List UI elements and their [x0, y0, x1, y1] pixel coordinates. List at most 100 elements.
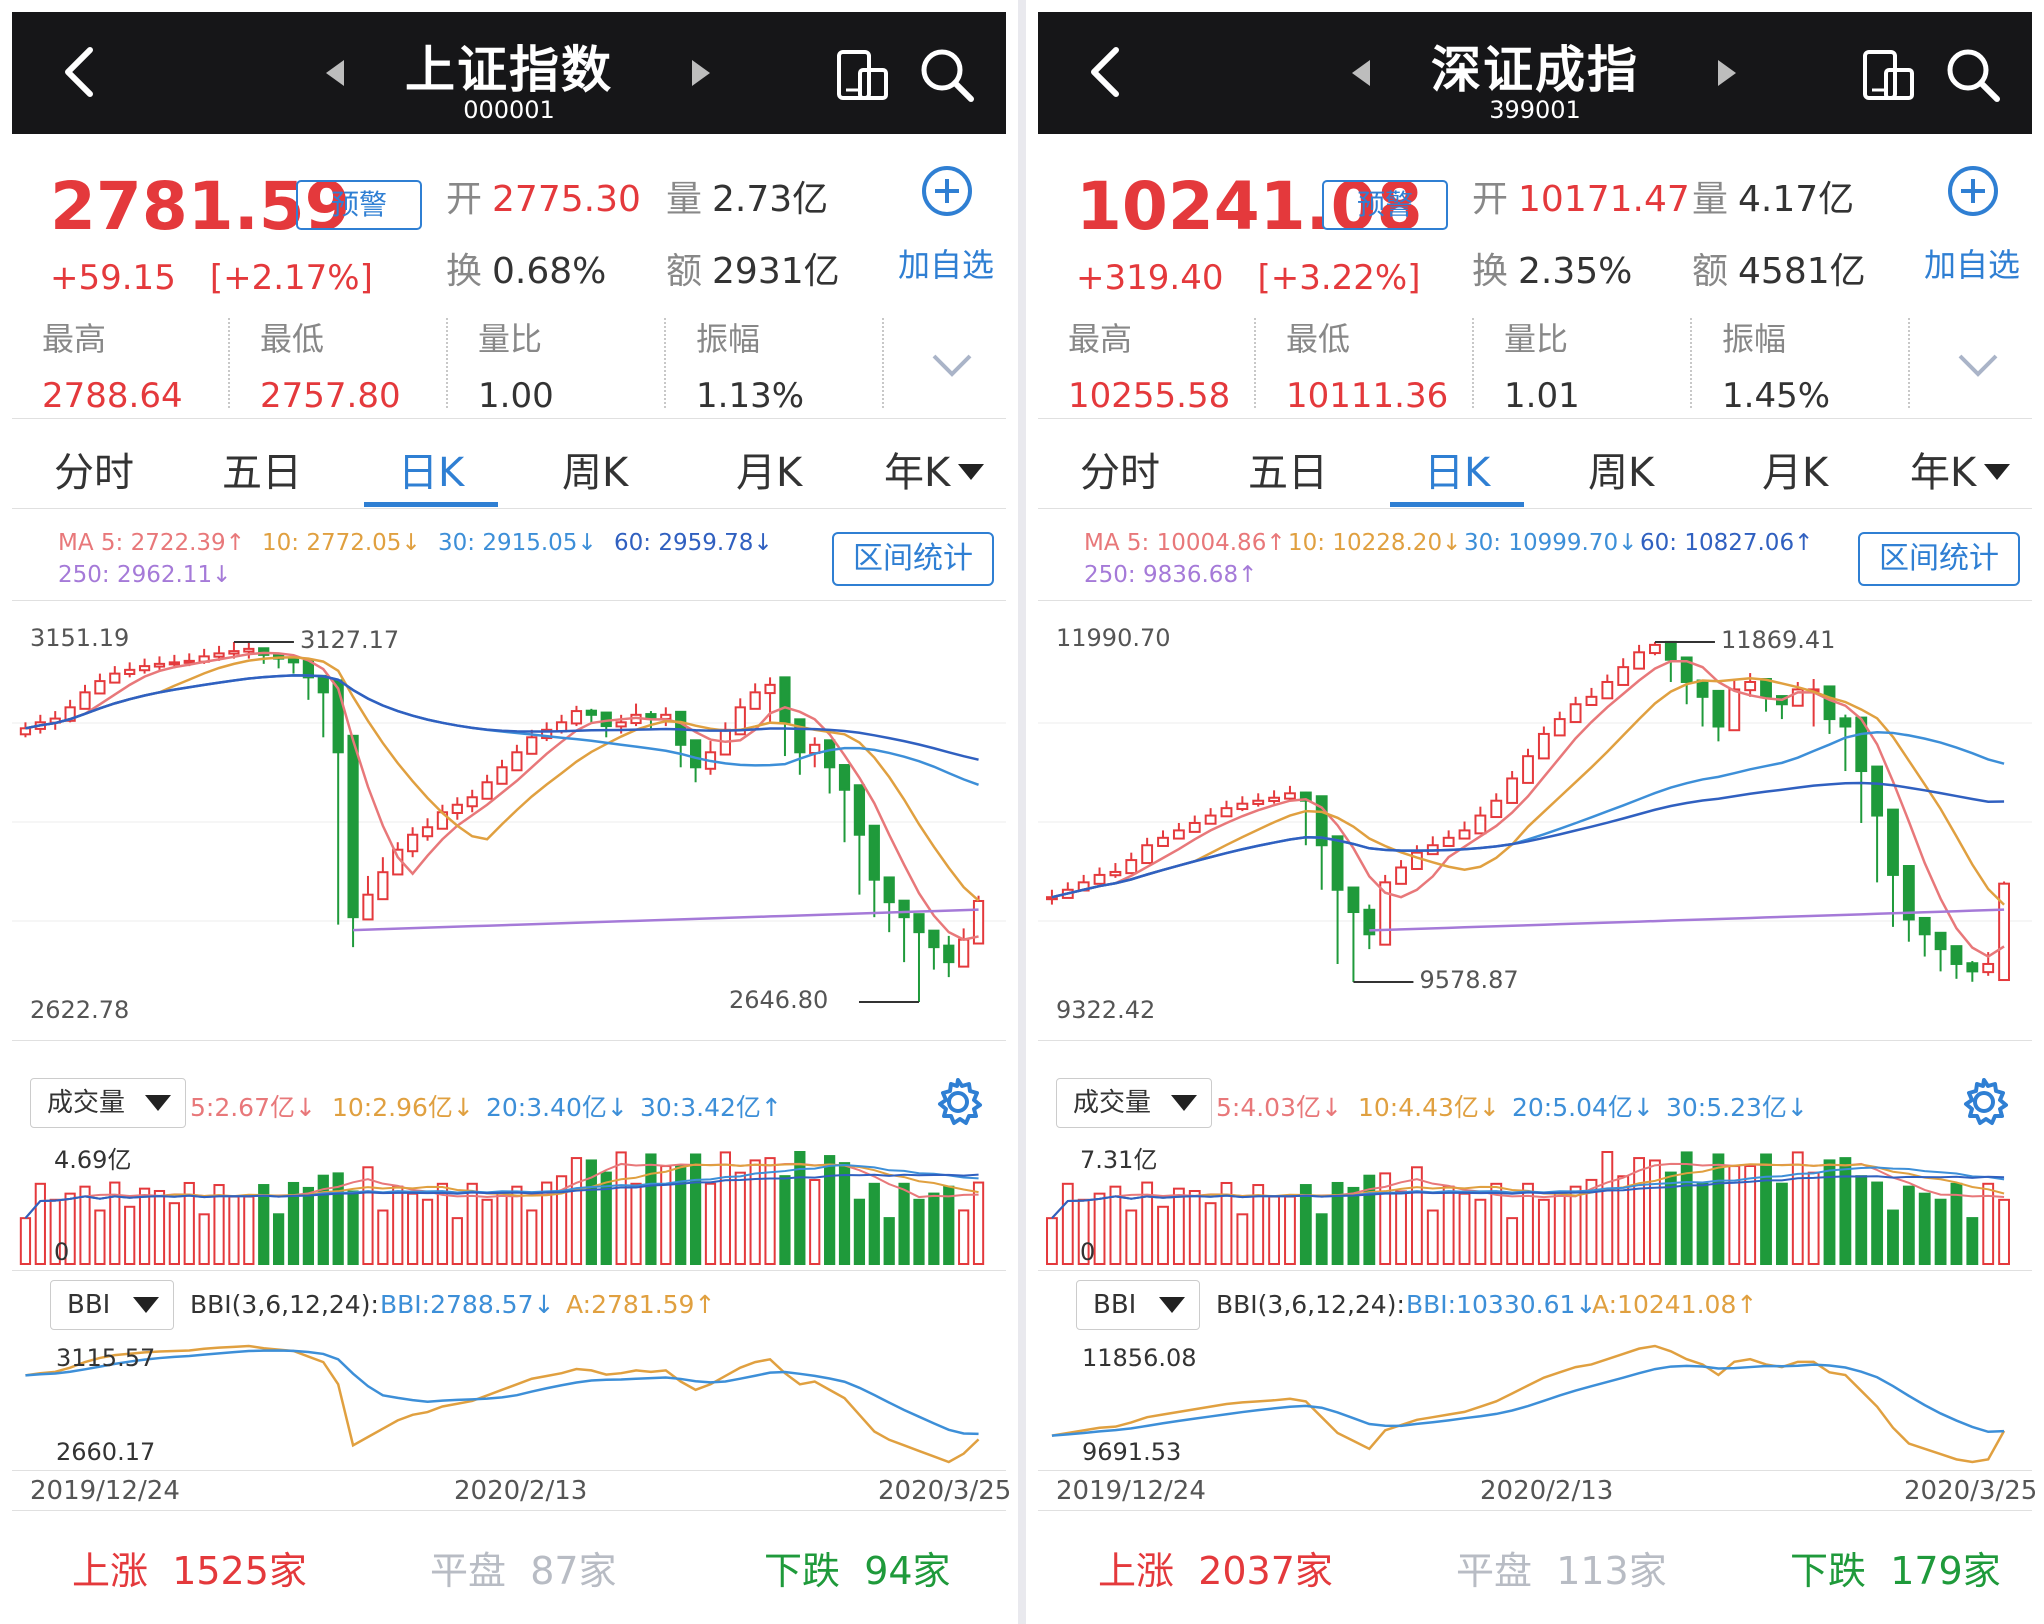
ma250-legend: 250: 2962.11↓ — [58, 562, 232, 588]
flat-label: 平盘 — [430, 1549, 507, 1593]
volume-ratio-stat: 量比 1.01 — [1504, 314, 1580, 416]
tab-intraday[interactable]: 分时 — [1080, 450, 1160, 496]
expand-chevron-icon[interactable] — [1956, 350, 2000, 380]
kline-axis-top: 3151.19 — [30, 624, 130, 652]
tab-five-day[interactable]: 五日 — [1248, 450, 1328, 496]
ma30-legend: 30: 10999.70↓ — [1464, 530, 1638, 556]
range-statistics-button[interactable]: 区间统计 — [832, 532, 994, 586]
candle-body — [1649, 643, 1661, 655]
next-index-icon[interactable] — [1714, 58, 1740, 88]
price-alert-button[interactable]: 预警 — [296, 180, 422, 230]
bbi-indicator-dropdown[interactable]: BBI — [1076, 1280, 1200, 1330]
back-arrow-icon[interactable] — [1076, 42, 1136, 102]
volume-dropdown-label: 成交量 — [1073, 1088, 1152, 1118]
flat-count: 平盘 87家 — [430, 1540, 617, 1595]
volume-bar — [1458, 1192, 1471, 1266]
add-watchlist-button[interactable]: 加自选 — [1924, 246, 2021, 284]
tab-yearly-k[interactable]: 年K — [1910, 440, 2011, 498]
kline-max-label: 11869.41 — [1720, 626, 1836, 654]
tab-yearly-k[interactable]: 年K — [884, 440, 985, 498]
candle-body — [1601, 680, 1614, 700]
dropdown-triangle-icon — [1171, 1095, 1197, 1111]
amount-stat: 额 4581亿 — [1692, 242, 1866, 294]
candle-body — [377, 871, 389, 901]
candle-body — [1537, 732, 1550, 760]
ma250-line — [1369, 908, 2005, 932]
volume-ma5: 5:4.03亿↓ — [1216, 1093, 1342, 1122]
volume-bar — [287, 1181, 300, 1265]
divider — [12, 1270, 1006, 1271]
volume-bar — [660, 1165, 672, 1265]
volume-bar — [1284, 1195, 1296, 1265]
ma10-line — [1051, 677, 2005, 906]
tab-five-day[interactable]: 五日 — [222, 450, 302, 496]
volume-bar — [883, 1217, 895, 1265]
tab-yearly-k-label: 年K — [1910, 450, 1977, 496]
tab-weekly-k[interactable]: 周K — [562, 450, 629, 496]
search-icon[interactable] — [1944, 46, 2002, 104]
volume-bar — [1220, 1181, 1233, 1265]
back-arrow-icon[interactable] — [50, 42, 110, 102]
candle-body — [347, 734, 359, 919]
add-watchlist-icon[interactable] — [920, 164, 974, 218]
divider — [1038, 508, 2032, 509]
add-watchlist-icon[interactable] — [1946, 164, 2000, 218]
tab-monthly-k[interactable]: 月K — [736, 450, 803, 496]
candle-body — [19, 727, 32, 736]
bbi-indicator-dropdown[interactable]: BBI — [50, 1280, 174, 1330]
candle-body — [1633, 651, 1646, 670]
bbi-a-value: A:2781.59↑ — [566, 1290, 716, 1319]
volume-bar — [1807, 1171, 1820, 1266]
ma10-legend: 10: 2772.05↓ — [262, 530, 421, 556]
settings-gear-icon[interactable] — [932, 1076, 984, 1128]
divider — [12, 508, 1006, 509]
add-watchlist-button[interactable]: 加自选 — [898, 246, 995, 284]
divider — [1038, 1470, 2032, 1471]
volume-bar — [1744, 1164, 1757, 1266]
amount-label: 额 — [1692, 251, 1729, 292]
volume-bar — [183, 1181, 195, 1265]
rising-count: 上涨 2037家 — [1098, 1540, 1333, 1595]
tab-intraday[interactable]: 分时 — [54, 450, 134, 496]
landscape-layout-icon[interactable] — [836, 48, 890, 102]
candle-body — [1125, 859, 1138, 875]
volume-ratio-label: 量比 — [1504, 320, 1569, 358]
search-icon[interactable] — [918, 46, 976, 104]
ma250-legend: 250: 9836.68↑ — [1084, 562, 1258, 588]
volume-bar — [1522, 1182, 1534, 1265]
candle-body — [1823, 685, 1836, 721]
tab-daily-k[interactable]: 日K — [1424, 450, 1491, 496]
previous-index-icon[interactable] — [322, 58, 348, 88]
tab-weekly-k[interactable]: 周K — [1588, 450, 1655, 496]
landscape-layout-icon[interactable] — [1862, 48, 1916, 102]
kline-min-label: 9578.87 — [1419, 965, 1519, 994]
divider — [12, 1470, 1006, 1471]
price-alert-button[interactable]: 预警 — [1322, 180, 1448, 230]
settings-gear-icon[interactable] — [1958, 1076, 2010, 1128]
previous-index-icon[interactable] — [1348, 58, 1374, 88]
range-statistics-button[interactable]: 区间统计 — [1858, 532, 2020, 586]
ma60-line — [25, 674, 979, 761]
volume-bar — [1871, 1181, 1884, 1265]
tab-monthly-k[interactable]: 月K — [1762, 450, 1829, 496]
volume-bar — [1934, 1198, 1947, 1265]
tab-daily-k[interactable]: 日K — [398, 450, 465, 496]
volume-ma30-line — [24, 1173, 979, 1219]
volume-bar — [466, 1182, 478, 1265]
candle-body — [1728, 688, 1741, 732]
volume-bar — [421, 1198, 434, 1265]
volume-bar — [258, 1184, 270, 1265]
divider — [1038, 600, 2032, 601]
volume-bar — [928, 1192, 940, 1265]
candle-body — [1442, 836, 1455, 847]
volume-indicator-dropdown[interactable]: 成交量 — [30, 1078, 186, 1128]
volume-bar — [1617, 1175, 1630, 1265]
candle-body — [1410, 851, 1423, 870]
candlestick-chart[interactable] — [1038, 604, 2032, 1040]
expand-chevron-icon[interactable] — [930, 350, 974, 380]
volume-indicator-dropdown[interactable]: 成交量 — [1056, 1078, 1212, 1128]
next-index-icon[interactable] — [688, 58, 714, 88]
volume-bar — [1093, 1192, 1106, 1265]
candlestick-chart[interactable] — [12, 604, 1006, 1040]
